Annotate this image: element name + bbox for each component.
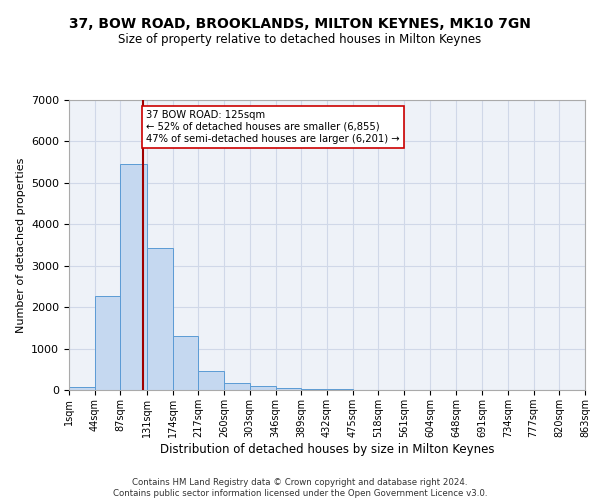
Bar: [275, 388, 301, 390]
Bar: [301, 389, 327, 390]
X-axis label: Distribution of detached houses by size in Milton Keynes: Distribution of detached houses by size …: [160, 442, 494, 456]
Text: 37 BOW ROAD: 125sqm
← 52% of detached houses are smaller (6,855)
47% of semi-det: 37 BOW ROAD: 125sqm ← 52% of detached ho…: [146, 110, 400, 144]
Bar: [198, 371, 224, 390]
Bar: [147, 248, 173, 390]
Y-axis label: Number of detached properties: Number of detached properties: [16, 158, 26, 332]
Bar: [69, 386, 95, 390]
Bar: [224, 384, 250, 390]
Text: Size of property relative to detached houses in Milton Keynes: Size of property relative to detached ho…: [118, 32, 482, 46]
Text: Contains HM Land Registry data © Crown copyright and database right 2024.
Contai: Contains HM Land Registry data © Crown c…: [113, 478, 487, 498]
Text: 37, BOW ROAD, BROOKLANDS, MILTON KEYNES, MK10 7GN: 37, BOW ROAD, BROOKLANDS, MILTON KEYNES,…: [69, 18, 531, 32]
Bar: [95, 296, 121, 390]
Bar: [173, 336, 198, 390]
Bar: [250, 386, 275, 390]
Bar: [121, 164, 147, 390]
